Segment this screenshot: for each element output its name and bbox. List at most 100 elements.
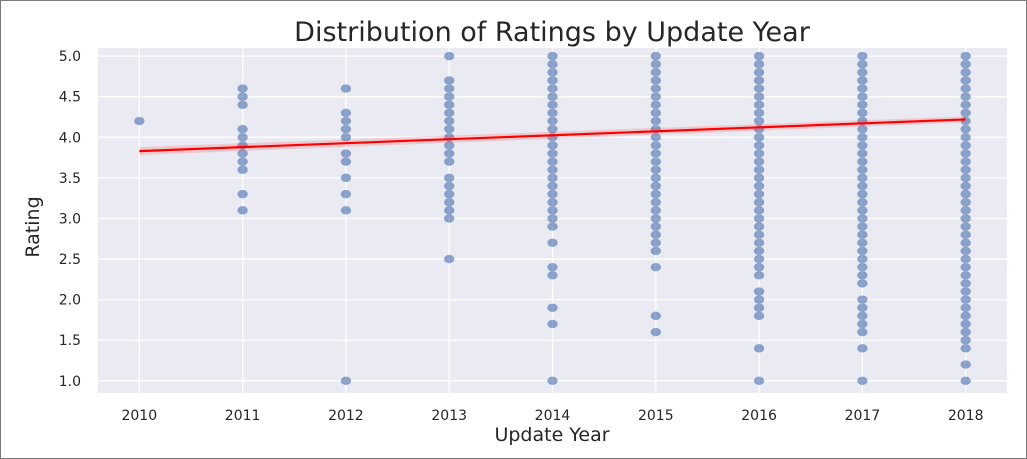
data-point xyxy=(650,198,661,207)
data-point xyxy=(444,206,455,215)
data-point xyxy=(857,303,868,312)
data-point xyxy=(960,76,971,85)
data-point xyxy=(444,124,455,134)
data-point xyxy=(960,246,971,256)
data-point xyxy=(547,149,558,158)
data-point xyxy=(960,165,971,174)
data-point xyxy=(753,344,765,353)
data-point xyxy=(547,319,558,329)
data-point xyxy=(650,173,661,183)
data-point xyxy=(650,141,661,150)
x-tick-label: 2011 xyxy=(225,408,261,424)
data-point xyxy=(340,149,352,158)
data-point xyxy=(650,133,661,142)
data-point xyxy=(857,319,868,329)
data-point xyxy=(547,376,558,386)
data-point xyxy=(547,271,558,280)
y-tick-label: 3.0 xyxy=(59,211,81,227)
y-tick-label: 1.0 xyxy=(59,374,81,390)
data-point xyxy=(753,116,765,126)
data-point xyxy=(547,84,558,93)
data-point xyxy=(960,189,971,199)
data-point xyxy=(857,68,868,77)
data-point xyxy=(857,198,868,207)
data-point xyxy=(650,51,661,61)
data-point xyxy=(857,246,868,256)
data-point xyxy=(753,141,765,150)
data-point xyxy=(444,92,455,101)
data-point xyxy=(444,141,455,150)
data-point xyxy=(547,206,558,215)
x-tick-label: 2017 xyxy=(845,408,881,424)
data-point xyxy=(650,206,661,215)
y-tick-label: 2.5 xyxy=(59,252,81,268)
data-point xyxy=(547,303,558,312)
data-point xyxy=(960,68,971,77)
data-point xyxy=(753,254,765,264)
data-point xyxy=(547,51,558,61)
data-point xyxy=(960,108,971,118)
data-point xyxy=(753,173,765,183)
chart-title: Distribution of Ratings by Update Year xyxy=(294,17,811,48)
data-point xyxy=(857,181,868,191)
data-point xyxy=(444,84,455,93)
data-point xyxy=(237,165,248,174)
y-tick-label: 2.0 xyxy=(59,293,81,309)
data-point xyxy=(444,254,455,264)
data-point xyxy=(547,214,558,223)
data-point xyxy=(547,165,558,174)
data-point xyxy=(753,84,765,93)
data-point xyxy=(960,92,971,101)
data-point xyxy=(650,108,661,118)
x-tick-label: 2013 xyxy=(431,408,467,424)
data-point xyxy=(857,279,868,288)
data-point xyxy=(753,206,765,215)
data-point xyxy=(340,124,352,134)
data-point xyxy=(650,311,661,321)
data-point xyxy=(960,295,971,304)
data-point xyxy=(340,133,352,142)
data-point xyxy=(650,76,661,85)
data-point xyxy=(547,181,558,191)
data-point xyxy=(857,149,868,158)
data-point xyxy=(237,189,248,199)
data-point xyxy=(547,76,558,85)
data-point xyxy=(547,100,558,110)
data-point xyxy=(960,149,971,158)
data-point xyxy=(650,100,661,110)
data-point xyxy=(753,271,765,280)
data-point xyxy=(857,271,868,280)
data-point xyxy=(857,51,868,61)
data-point xyxy=(753,51,765,61)
data-point xyxy=(444,198,455,207)
data-point xyxy=(857,157,868,166)
data-point xyxy=(753,246,765,256)
data-point xyxy=(857,189,868,199)
data-point xyxy=(857,92,868,101)
data-point xyxy=(960,51,971,61)
data-point xyxy=(753,238,765,248)
data-point xyxy=(857,311,868,321)
data-point xyxy=(857,222,868,231)
data-point xyxy=(960,133,971,142)
data-point xyxy=(857,376,868,386)
data-point xyxy=(650,92,661,101)
data-point xyxy=(960,376,971,386)
data-point xyxy=(857,76,868,85)
data-point xyxy=(340,84,352,93)
data-point xyxy=(547,141,558,150)
data-point xyxy=(753,133,765,142)
data-point xyxy=(753,68,765,77)
data-point xyxy=(753,214,765,223)
data-point xyxy=(960,60,971,69)
data-point xyxy=(650,262,661,272)
data-point xyxy=(237,157,248,166)
data-point xyxy=(753,108,765,118)
data-point xyxy=(960,157,971,166)
data-point xyxy=(753,376,765,386)
data-point xyxy=(753,157,765,166)
data-point xyxy=(340,206,352,215)
data-point xyxy=(857,60,868,69)
x-tick-label: 2016 xyxy=(741,408,777,424)
data-point xyxy=(753,149,765,158)
